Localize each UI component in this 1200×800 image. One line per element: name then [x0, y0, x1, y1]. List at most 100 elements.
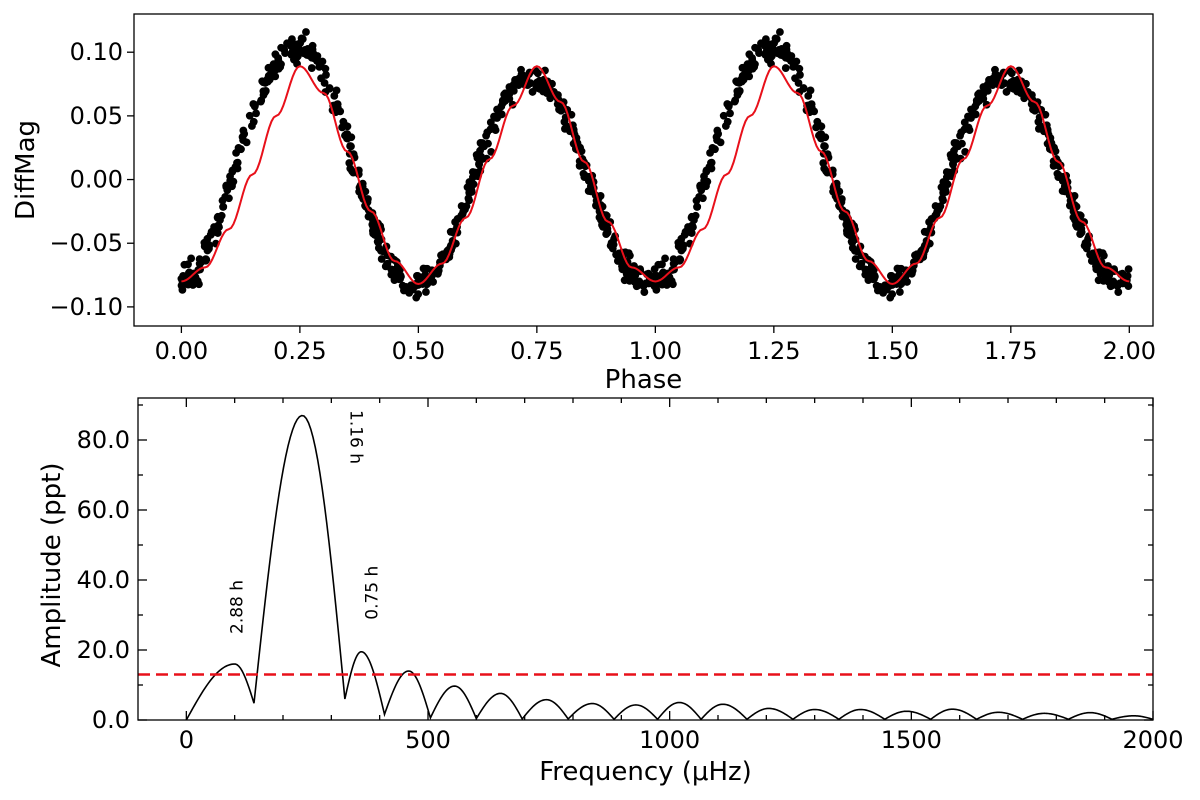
photometry-point — [271, 50, 280, 59]
peak-label-0-75h: 0.75 h — [362, 566, 382, 620]
photometry-point — [245, 111, 254, 120]
periodogram-panel: 0 500 1000 1500 2000 0.0 20.0 40.0 60.0 80.0 2.8… — [37, 397, 1184, 787]
phase-axis-label: Phase — [605, 365, 683, 395]
frequency-axis-label: Frequency (μHz) — [539, 757, 752, 787]
photometry-point — [719, 111, 728, 120]
photometry-point — [679, 241, 688, 249]
photometry-point — [851, 255, 860, 263]
photometry-point — [466, 188, 475, 197]
photometry-point — [248, 122, 256, 130]
photometry-point — [195, 255, 204, 264]
photometry-point — [1065, 201, 1074, 210]
photometry-point — [876, 283, 884, 291]
photometry-point — [806, 86, 815, 95]
photometry-point — [333, 100, 342, 109]
photometry-point — [807, 100, 816, 109]
photometry-point — [1098, 249, 1107, 258]
amplitude-spectrum-line — [185, 414, 1154, 721]
photometry-point — [368, 216, 377, 225]
photometry-point — [662, 281, 671, 289]
photometry-point — [307, 64, 316, 72]
photometry-point — [659, 268, 668, 277]
photometry-point — [476, 146, 484, 155]
photometry-point — [842, 216, 851, 225]
photometry-point — [675, 256, 684, 265]
photometry-point — [256, 97, 265, 106]
photometry-point — [961, 147, 970, 156]
photometry-point — [185, 268, 194, 277]
photometry-point — [693, 202, 702, 211]
photometry-point — [789, 62, 798, 71]
photometry-point — [383, 260, 391, 269]
photometry-point — [242, 138, 251, 147]
photometry-point — [1083, 239, 1091, 248]
photometry-point — [776, 28, 784, 36]
photometry-point — [743, 60, 752, 69]
photometry-point — [412, 293, 421, 302]
photometry-point — [277, 43, 286, 52]
photometry-point — [343, 130, 352, 139]
photometry-point — [396, 271, 405, 280]
photometry-point — [823, 168, 832, 177]
photometry-point — [750, 61, 758, 70]
photometry-point — [714, 130, 723, 138]
amplitude-tick-label: 80.0 — [77, 426, 130, 454]
photometry-point — [726, 109, 734, 118]
photometry-point — [387, 265, 396, 274]
photometry-point — [895, 288, 904, 296]
photometry-point — [730, 97, 739, 106]
photometry-point — [178, 285, 187, 294]
photometry-point — [681, 227, 690, 236]
photometry-point — [737, 77, 746, 86]
phase-tick-label: 1.50 — [866, 337, 919, 365]
photometry-point — [469, 180, 478, 189]
photometry-point — [408, 285, 417, 294]
photometry-point — [315, 62, 324, 71]
photometry-point — [189, 281, 197, 289]
photometry-point — [971, 110, 980, 119]
photometry-point — [532, 78, 541, 87]
diffmag-axis-ticks: −0.10 −0.05 0.00 0.05 0.10 — [49, 38, 134, 321]
photometry-point — [781, 64, 790, 72]
photometry-point — [1094, 276, 1103, 285]
photometry-point — [497, 110, 506, 119]
photometry-point — [377, 255, 386, 263]
photometry-point — [767, 51, 776, 60]
photometry-point — [228, 182, 236, 191]
photometry-point — [1124, 265, 1133, 273]
photometry-point — [576, 160, 585, 168]
photometry-point — [653, 271, 661, 280]
phase-axis-ticks: 0.00 0.25 0.50 0.75 1.00 1.25 1.50 1.75 2.00 — [155, 326, 1156, 365]
photometry-point — [584, 187, 593, 195]
amplitude-axis-label: Amplitude (ppt) — [37, 463, 67, 668]
photometry-point — [724, 102, 733, 111]
photometry-point — [1058, 187, 1067, 195]
photometry-point — [975, 92, 984, 101]
photometry-point — [413, 272, 422, 280]
photometry-point — [857, 260, 865, 269]
photometry-point — [296, 39, 305, 48]
photometry-point — [237, 145, 245, 154]
photometry-point — [592, 201, 600, 210]
photometry-point — [402, 283, 410, 291]
photometry-point — [706, 162, 715, 171]
photometry-point — [957, 128, 966, 137]
photometry-point — [644, 269, 653, 278]
photometry-point — [438, 253, 447, 262]
photometry-point — [475, 159, 483, 168]
photometry-point — [817, 130, 826, 139]
photometry-point — [938, 194, 947, 203]
photometry-point — [983, 87, 992, 95]
photometry-point — [751, 43, 760, 52]
photometry-point — [861, 265, 870, 274]
photometry-point — [1051, 147, 1060, 156]
photometry-point — [218, 196, 227, 205]
peak-label-2-88h: 2.88 h — [228, 580, 248, 634]
photometry-point — [240, 130, 249, 138]
photometry-point — [250, 102, 259, 111]
photometry-point — [943, 180, 952, 189]
frequency-tick-label: 500 — [405, 726, 451, 754]
photometry-point — [1097, 265, 1105, 274]
photometry-point — [460, 203, 469, 212]
photometry-point — [302, 28, 310, 36]
